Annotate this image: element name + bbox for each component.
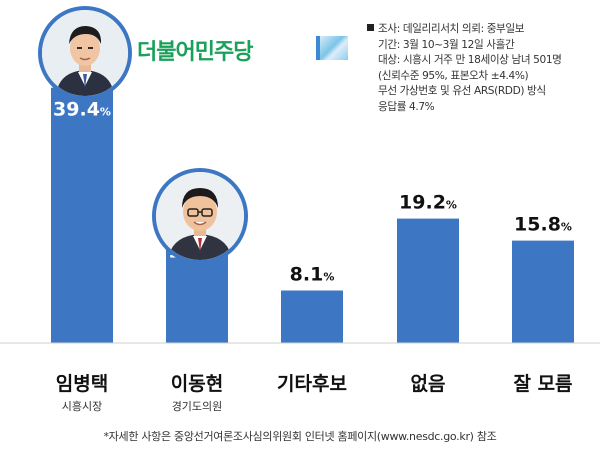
chart-bar (397, 218, 459, 343)
footnote: *자세한 사항은 중앙선거여론조사심의위원회 인터넷 홈페이지(www.nesd… (103, 430, 497, 443)
data-label: 15.8% (514, 214, 572, 236)
chart-bar (512, 240, 574, 343)
category-label: 잘 모름 (513, 373, 572, 395)
bullet-square-icon (367, 24, 374, 31)
survey-info-box: 조사: 데일리리서치 의뢰: 중부일보 기간: 3월 10~3월 12일 사흘간… (367, 22, 597, 115)
survey-info-line: (신뢰수준 95%, 표본오차 ±4.4%) (378, 69, 529, 82)
data-label: 19.2% (399, 192, 457, 214)
survey-info-line: 기간: 3월 10~3월 12일 사흘간 (378, 38, 515, 51)
candidate-photo-icon (152, 168, 248, 264)
party-logo: 더불어민주당 (137, 34, 348, 66)
data-label: 8.1% (290, 264, 335, 286)
category-label: 없음 (411, 373, 446, 395)
party-flag-icon (316, 36, 348, 60)
survey-info-line: 무선 가상번호 및 유선 ARS(RDD) 방식 (378, 85, 546, 97)
party-name: 더불어민주당 (137, 40, 253, 65)
category-subtitle: 경기도의원 (172, 400, 223, 413)
chart-bar (51, 87, 113, 343)
data-label: 39.4% (53, 99, 111, 121)
chart-bar (281, 290, 343, 343)
category-label: 기타후보 (277, 373, 347, 395)
category-label: 이동현 (171, 373, 223, 395)
category-subtitle: 시흥시장 (62, 399, 102, 413)
survey-info-line: 응답률 4.7% (378, 100, 435, 113)
candidate-photo-icon (38, 6, 132, 100)
category-label: 임병택 (56, 373, 108, 395)
survey-info-line: 대상: 시흥시 거주 만 18세이상 남녀 501명 (378, 54, 562, 66)
survey-info-line: 조사: 데일리리서치 의뢰: 중부일보 (367, 22, 597, 38)
